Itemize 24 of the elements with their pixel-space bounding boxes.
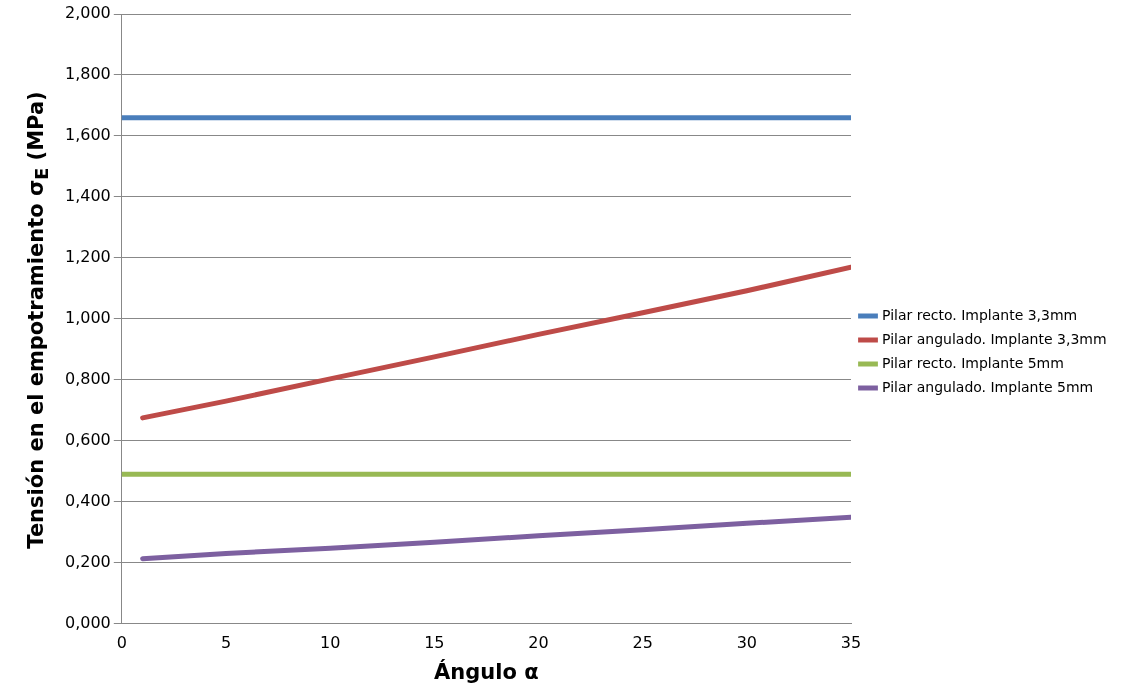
y-tick-label: 1,200 — [64, 247, 111, 266]
legend-label: Pilar angulado. Implante 5mm — [882, 378, 1094, 395]
x-axis-title: Ángulo α — [434, 658, 539, 684]
y-tick-label: 0,600 — [64, 429, 111, 449]
legend-label: Pilar angulado. Implante 3,3mm — [882, 330, 1107, 347]
y-tick-label: 0,800 — [64, 368, 111, 388]
x-tick-label: 0 — [116, 633, 127, 653]
x-tick-label: 30 — [736, 633, 758, 653]
legend-label: Pilar recto. Implante 3,3mm — [882, 306, 1078, 323]
x-tick-label: 25 — [632, 633, 653, 653]
y-tick-label: 1,800 — [64, 64, 111, 84]
x-tick-label: 5 — [220, 633, 232, 653]
y-tick-label: 0,400 — [64, 490, 111, 510]
legend-label: Pilar recto. Implante 5mm — [882, 354, 1064, 371]
y-tick-label: 1,600 — [64, 125, 111, 145]
y-tick-label: 2,000 — [64, 3, 111, 23]
x-tick-label: 20 — [528, 633, 549, 653]
y-tick-label: 0,000 — [64, 612, 111, 632]
x-tick-label: 15 — [424, 633, 445, 653]
x-tick-label: 35 — [840, 633, 862, 653]
y-tick-label: 0,200 — [64, 551, 111, 571]
x-tick-label: 10 — [319, 633, 341, 653]
y-tick-label: 1,000 — [64, 307, 111, 327]
y-tick-label: 1,400 — [64, 186, 111, 206]
